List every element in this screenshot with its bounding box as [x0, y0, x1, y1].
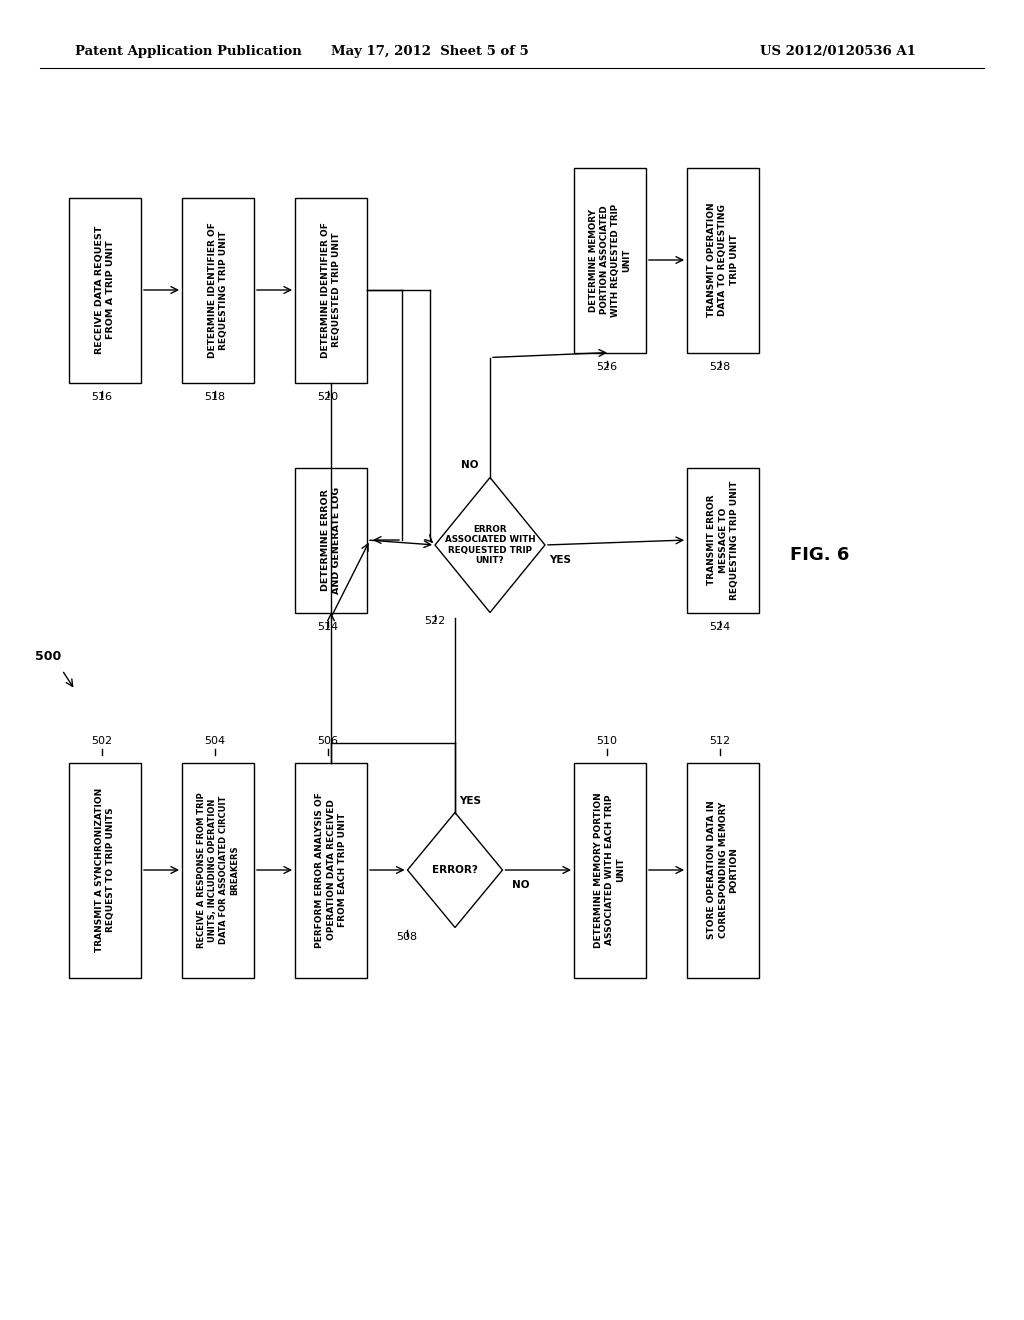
- Text: 518: 518: [205, 392, 225, 403]
- Polygon shape: [408, 813, 503, 928]
- Text: Patent Application Publication: Patent Application Publication: [75, 45, 302, 58]
- Text: 510: 510: [597, 737, 617, 747]
- Text: ERROR?: ERROR?: [432, 865, 478, 875]
- Text: YES: YES: [549, 554, 571, 565]
- Text: NO: NO: [461, 461, 479, 470]
- Text: DETERMINE IDENTIFIER OF
REQUESTING TRIP UNIT: DETERMINE IDENTIFIER OF REQUESTING TRIP …: [208, 222, 228, 358]
- Text: 512: 512: [710, 737, 730, 747]
- Text: RECEIVE DATA REQUEST
FROM A TRIP UNIT: RECEIVE DATA REQUEST FROM A TRIP UNIT: [95, 226, 115, 354]
- Text: 528: 528: [710, 363, 731, 372]
- Text: DETERMINE MEMORY PORTION
ASSOCIATED WITH EACH TRIP
UNIT: DETERMINE MEMORY PORTION ASSOCIATED WITH…: [594, 792, 626, 948]
- Bar: [295, 467, 367, 612]
- Bar: [574, 168, 646, 352]
- Text: 516: 516: [91, 392, 113, 403]
- Text: NO: NO: [512, 880, 529, 890]
- Polygon shape: [435, 478, 545, 612]
- Text: 522: 522: [424, 616, 445, 627]
- Text: YES: YES: [459, 796, 481, 805]
- Text: 508: 508: [396, 932, 418, 941]
- Text: FIG. 6: FIG. 6: [791, 546, 850, 564]
- Text: 500: 500: [35, 649, 61, 663]
- Text: 524: 524: [710, 623, 731, 632]
- Text: ERROR
ASSOCIATED WITH
REQUESTED TRIP
UNIT?: ERROR ASSOCIATED WITH REQUESTED TRIP UNI…: [444, 525, 536, 565]
- Bar: [69, 763, 141, 978]
- Text: DETERMINE IDENTIFIER OF
REQUESTED TRIP UNIT: DETERMINE IDENTIFIER OF REQUESTED TRIP U…: [321, 222, 341, 358]
- Text: 526: 526: [596, 363, 617, 372]
- Text: DETERMINE MEMORY
PORTION ASSOCIATED
WITH REQUESTED TRIP
UNIT: DETERMINE MEMORY PORTION ASSOCIATED WITH…: [589, 203, 631, 317]
- Text: STORE OPERATION DATA IN
CORRESPONDING MEMORY
PORTION: STORE OPERATION DATA IN CORRESPONDING ME…: [708, 801, 738, 940]
- Bar: [574, 763, 646, 978]
- Bar: [69, 198, 141, 383]
- Text: TRANSMIT A SYNCHRONIZATION
REQUEST TO TRIP UNITS: TRANSMIT A SYNCHRONIZATION REQUEST TO TR…: [95, 788, 115, 952]
- Text: US 2012/0120536 A1: US 2012/0120536 A1: [760, 45, 915, 58]
- Text: 520: 520: [317, 392, 339, 403]
- Bar: [182, 198, 254, 383]
- Text: PERFORM ERROR ANALYSIS OF
OPERATION DATA RECEIVED
FROM EACH TRIP UNIT: PERFORM ERROR ANALYSIS OF OPERATION DATA…: [315, 792, 346, 948]
- Bar: [182, 763, 254, 978]
- Text: DETERMINE ERROR
AND GENERATE LOG: DETERMINE ERROR AND GENERATE LOG: [321, 486, 341, 594]
- Bar: [687, 467, 759, 612]
- Text: 514: 514: [317, 623, 339, 632]
- Text: 504: 504: [205, 737, 225, 747]
- Bar: [687, 168, 759, 352]
- Text: May 17, 2012  Sheet 5 of 5: May 17, 2012 Sheet 5 of 5: [331, 45, 528, 58]
- Text: 502: 502: [91, 737, 113, 747]
- Bar: [687, 763, 759, 978]
- Text: 506: 506: [317, 737, 339, 747]
- Text: RECEIVE A RESPONSE FROM TRIP
UNITS, INCLUDING OPERATION
DATA FOR ASSOCIATED CIRC: RECEIVE A RESPONSE FROM TRIP UNITS, INCL…: [197, 792, 240, 948]
- Text: TRANSMIT ERROR
MESSAGE TO
REQUESTING TRIP UNIT: TRANSMIT ERROR MESSAGE TO REQUESTING TRI…: [708, 480, 738, 599]
- Text: TRANSMIT OPERATION
DATA TO REQUESTING
TRIP UNIT: TRANSMIT OPERATION DATA TO REQUESTING TR…: [708, 203, 738, 317]
- Bar: [295, 763, 367, 978]
- Bar: [295, 198, 367, 383]
